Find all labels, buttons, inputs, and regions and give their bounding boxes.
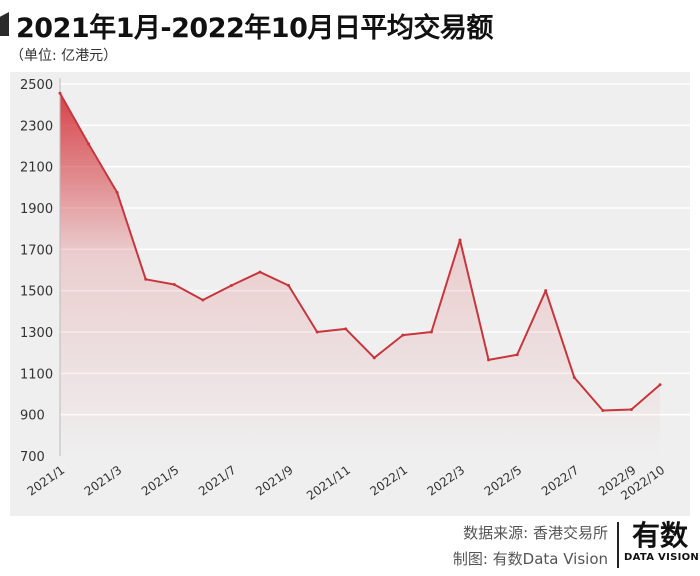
data-point <box>315 330 319 334</box>
data-point <box>287 284 291 287</box>
logo-divider <box>617 522 619 568</box>
logo-sub-text: DATA VISION <box>624 552 700 563</box>
area-fill <box>60 93 660 457</box>
data-point <box>58 91 62 95</box>
data-point <box>515 353 519 357</box>
y-tick-label: 700 <box>20 450 45 465</box>
data-point <box>572 375 576 379</box>
x-tick-label: 2021/3 <box>82 463 125 499</box>
data-point <box>429 330 433 334</box>
y-tick-label: 2500 <box>20 78 53 93</box>
logo-main-text: 有数 <box>631 519 688 552</box>
data-point <box>172 282 176 286</box>
y-tick-label: 2300 <box>20 119 53 134</box>
data-source: 数据来源: 香港交易所 <box>463 524 608 542</box>
unit-label: （单位: 亿港元） <box>10 48 118 64</box>
data-point <box>544 289 548 293</box>
data-point <box>458 238 462 242</box>
data-point <box>115 191 119 194</box>
data-point <box>372 356 376 360</box>
data-point <box>658 383 662 387</box>
title-marker <box>0 12 9 36</box>
x-tick-label: 2021/11 <box>304 463 353 503</box>
y-tick-label: 2100 <box>20 161 53 176</box>
x-tick-label: 2022/5 <box>482 463 525 499</box>
brand-logo: 有数 DATA VISION <box>624 519 700 572</box>
x-tick-label: 2022/1 <box>367 463 410 499</box>
plot-area: 700 900 1100 1300 1500 1700 1900 2100 2300 2500 20… <box>10 72 690 516</box>
y-tick-label: 1500 <box>20 285 53 300</box>
y-tick-label: 900 <box>20 409 45 424</box>
chart-credit: 制图: 有数Data Vision <box>452 550 608 568</box>
data-point <box>229 284 233 287</box>
y-tick-label: 1100 <box>20 367 53 382</box>
chart-title: 2021年1月-2022年10月日平均交易额 <box>16 13 493 44</box>
x-tick-label: 2022/3 <box>425 463 468 499</box>
x-tick-label: 2021/9 <box>253 463 296 499</box>
data-point <box>487 358 491 362</box>
area-chart: 700 900 1100 1300 1500 1700 1900 2100 2300 2500 20… <box>20 78 690 503</box>
data-point <box>87 142 91 146</box>
data-point <box>144 277 148 281</box>
data-point <box>601 409 605 413</box>
y-tick-label: 1900 <box>20 202 53 217</box>
y-tick-label: 1700 <box>20 243 53 258</box>
data-point <box>344 327 348 331</box>
data-point <box>629 408 633 411</box>
x-tick-label: 2022/7 <box>539 463 582 499</box>
series-line <box>59 92 661 412</box>
x-tick-label: 2021/5 <box>139 463 182 499</box>
x-tick-label: 2021/1 <box>25 463 68 499</box>
data-point <box>201 298 205 302</box>
y-tick-label: 1300 <box>20 326 53 341</box>
data-point <box>401 333 405 337</box>
x-tick-label: 2021/7 <box>196 463 239 499</box>
data-point <box>258 270 262 274</box>
